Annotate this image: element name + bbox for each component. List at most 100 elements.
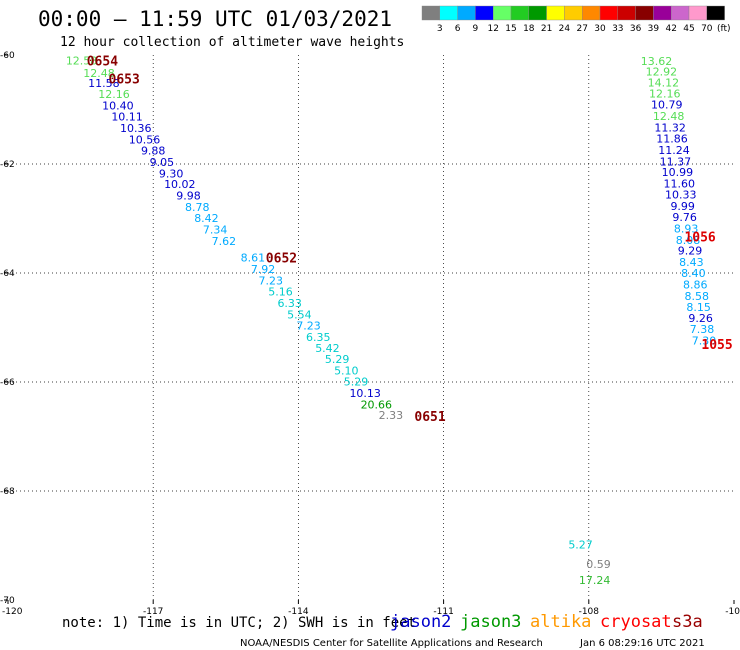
colorbar-tick-label: 70 xyxy=(701,24,713,34)
colorbar-swatch xyxy=(546,5,565,21)
swh-value-label: 8.42 xyxy=(194,212,219,225)
swh-value-label: 7.23 xyxy=(296,319,321,332)
swh-value-label: 9.30 xyxy=(159,167,184,180)
swh-value-label: 10.02 xyxy=(164,178,196,191)
colorbar-swatch xyxy=(599,5,618,21)
swh-value-label: 7.62 xyxy=(212,235,237,248)
swh-value-label: 9.99 xyxy=(670,200,695,213)
chart-grid xyxy=(8,55,734,600)
x-tick-label: -117 xyxy=(143,607,163,617)
swh-value-label: 5.27 xyxy=(568,538,593,551)
pass-time-label: 1055 xyxy=(701,338,732,353)
colorbar-tick-label: 27 xyxy=(576,24,587,34)
sat-label-jason2: jason2 xyxy=(390,612,451,632)
colorbar-swatch xyxy=(493,5,512,21)
colorbar-tick-label: 21 xyxy=(541,24,552,34)
swh-value-label: 11.60 xyxy=(664,178,696,191)
swh-value-label: 7.23 xyxy=(259,275,284,288)
chart-axes: -120 -117 -114 -111 -108 -10 -60 -62 -64 -66 -68 -7… xyxy=(0,51,740,617)
timestamp-text: Jan 6 08:29:16 UTC 2021 xyxy=(579,638,705,649)
colorbar-tick-label: 33 xyxy=(612,24,623,34)
swh-value-label: 13.62 xyxy=(641,55,673,68)
colorbar-tick-label: 6 xyxy=(455,24,461,34)
colorbar-swatch xyxy=(688,5,707,21)
swh-value-label: 2.33 xyxy=(379,409,404,422)
pass-time-labels: 0654 0653 0652 0651 1056 1055 xyxy=(87,54,733,424)
pass-time-label: 0654 xyxy=(87,54,118,69)
swh-value-label: 10.11 xyxy=(111,111,143,124)
pass-time-label: 0652 xyxy=(266,252,297,267)
pass-time-label: 1056 xyxy=(684,230,715,245)
y-tick-label: -64 xyxy=(0,269,15,279)
swh-value-label: 8.15 xyxy=(686,301,711,314)
swh-value-label: 5.42 xyxy=(315,342,340,355)
swh-value-label: 12.48 xyxy=(653,110,685,123)
swh-value-label: 9.26 xyxy=(688,312,713,325)
swh-value-label: 12.58 xyxy=(66,54,98,67)
swh-value-label: 11.32 xyxy=(654,121,686,134)
footer-note: note: 1) Time is in UTC; 2) SWH is in fe… xyxy=(62,615,416,631)
colorbar-tick-label: 39 xyxy=(648,24,660,34)
colorbar-swatch xyxy=(706,5,725,21)
swh-value-label: 6.35 xyxy=(306,331,331,344)
swh-value-label: 11.37 xyxy=(660,155,692,168)
swh-value-label: 9.88 xyxy=(141,144,166,157)
colorbar-unit: (ft) xyxy=(717,24,731,34)
colorbar-tick-label: 45 xyxy=(683,24,694,34)
swh-value-label: 8.08 xyxy=(676,234,701,247)
swh-value-label: 10.79 xyxy=(651,99,683,112)
swh-value-label: 11.24 xyxy=(658,144,690,157)
colorbar-tick-label: 24 xyxy=(559,24,571,34)
chart-subtitle: 12 hour collection of altimeter wave hei… xyxy=(60,35,404,50)
colorbar-swatch xyxy=(457,5,476,21)
swh-value-label: 10.99 xyxy=(662,166,694,179)
swh-value-label: 12.48 xyxy=(83,67,115,80)
swh-value-label: 5.29 xyxy=(344,375,369,388)
swh-value-label: 10.40 xyxy=(102,100,134,113)
colorbar-tick-label: 12 xyxy=(487,24,498,34)
swh-value-label: 5.54 xyxy=(287,308,312,321)
x-tick-label: -111 xyxy=(433,607,453,617)
x-tick-label: -10 xyxy=(725,607,740,617)
swh-value-label: 12.16 xyxy=(98,88,130,101)
x-tick-label: -108 xyxy=(579,607,600,617)
colorbar-tick-label: 18 xyxy=(523,24,535,34)
swh-value-label: 9.76 xyxy=(672,211,697,224)
colorbar-tick-label: 42 xyxy=(665,24,676,34)
sat-label-jason3: jason3 xyxy=(460,612,521,632)
x-tick-label: -120 xyxy=(2,607,23,617)
colorbar-swatch xyxy=(475,5,494,21)
colorbar-tick-label: 3 xyxy=(437,24,443,34)
swh-value-label: 12.16 xyxy=(649,88,681,101)
swh-value-label: 5.29 xyxy=(325,353,350,366)
swh-value-label: 10.56 xyxy=(129,133,161,146)
swh-value-label: 7.38 xyxy=(690,323,715,336)
x-tick-label: -114 xyxy=(288,607,309,617)
colorbar-swatch xyxy=(510,5,529,21)
y-tick-label: -62 xyxy=(0,160,15,170)
swh-value-label: 8.40 xyxy=(681,267,706,280)
swh-value-label: 6.33 xyxy=(277,297,302,310)
pass-time-label: 0653 xyxy=(109,72,140,87)
colorbar-tick-label: 15 xyxy=(505,24,516,34)
sat-label-s3a: s3a xyxy=(672,612,703,632)
sat-label-altika: altika xyxy=(530,612,591,632)
colorbar-tick-label: 30 xyxy=(594,24,606,34)
colorbar-swatch xyxy=(582,5,601,21)
swh-value-label: 7.34 xyxy=(203,223,228,236)
swh-value-label: 7.30 xyxy=(692,335,717,348)
swh-value-label: 10.36 xyxy=(120,122,152,135)
credit-text: NOAA/NESDIS Center for Satellite Applica… xyxy=(240,638,543,649)
swh-value-label: 8.58 xyxy=(684,290,709,303)
swh-value-label: 11.58 xyxy=(88,77,120,90)
colorbar-swatch xyxy=(528,5,547,21)
swh-value-label: 9.98 xyxy=(176,190,201,203)
swh-value-label: 8.78 xyxy=(185,201,210,214)
swh-value-label: 11.86 xyxy=(656,132,688,145)
colorbar-swatch xyxy=(564,5,583,21)
data-points: 12.5812.4811.5812.1610.4010.1110.3610.56… xyxy=(66,54,716,586)
swh-value-label: 8.61 xyxy=(241,252,266,265)
swh-value-label: 12.92 xyxy=(646,65,678,78)
colorbar-swatch xyxy=(421,5,440,21)
swh-value-label: 14.12 xyxy=(648,76,680,89)
